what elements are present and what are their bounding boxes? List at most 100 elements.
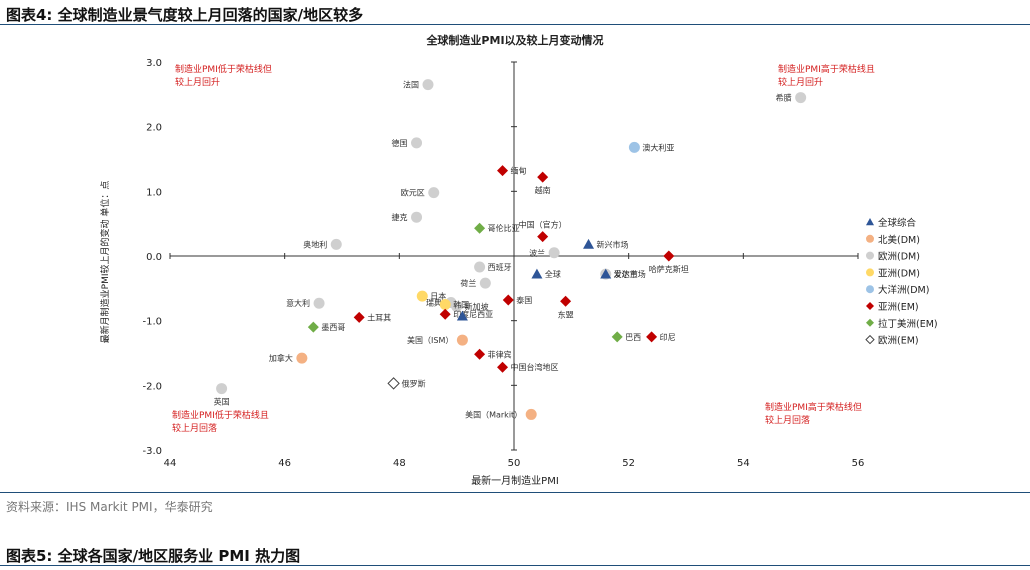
legend-label: 拉丁美洲(EM) [878,318,938,330]
y-tick-label: 3.0 [146,58,162,69]
point-label: 英国 [214,397,230,407]
point-label: 日本 [430,291,446,301]
point-label: 奥地利 [303,239,327,249]
y-tick-label: 1.0 [146,187,162,198]
point-label: 捷克 [392,212,408,222]
point-label: 德国 [392,138,408,148]
legend-marker [866,285,874,294]
data-point [216,383,228,395]
axis-layer: -3.0 -2.0 -1.0 0.0 1.0 2.0 3.0 44 46 48 50 52 54 56 [142,58,864,469]
title-rule [0,24,1030,25]
point-label: 澳大利亚 [642,142,674,152]
point-label: 巴西 [625,333,641,342]
point-label: 泰国 [516,295,532,305]
legend-label: 全球综合 [878,217,917,229]
legend-label: 欧洲(DM) [878,251,920,263]
data-point [497,165,509,177]
y-axis-title: 最新月制造业PMI较上月的变动 单位：点 [99,181,111,344]
data-point [646,331,658,343]
data-point [628,141,640,153]
data-point [422,79,434,91]
y-tick-label: -2.0 [142,381,162,392]
point-label: 新加坡 [465,301,489,311]
point-label: 越南 [535,185,551,195]
data-point [456,310,468,321]
figure-title: 图表4: 全球制造业景气度较上月回落的国家/地区较多 [6,6,364,24]
point-label: 中国台湾地区 [511,362,559,372]
data-point [548,247,560,259]
x-tick-label: 44 [164,458,177,469]
data-point [387,377,400,390]
legend-label: 大洋洲(DM) [878,284,929,296]
point-label: 希腊 [776,93,792,103]
data-point [497,361,509,373]
data-point [502,294,514,306]
point-label: 墨西哥 [321,323,345,332]
quadrant-label-top-left: 制造业PMI低于荣枯线但 [175,63,272,75]
data-point [330,238,342,250]
legend-marker [866,318,874,327]
next-figure-title: 图表5: 全球各国家/地区服务业 PMI 热力图 [6,547,301,565]
y-tick-label: -1.0 [142,317,162,328]
data-point [663,250,675,262]
quadrant-label-bottom-left: 较上月回落 [172,422,217,434]
bottom-rule [0,565,1030,566]
point-label: 中国（官方） [519,220,567,230]
point-label: 东盟 [558,309,574,319]
data-point [411,211,423,223]
data-point [416,290,428,302]
quadrant-label-bottom-right: 制造业PMI高于荣枯线但 [765,401,862,413]
quadrant-label-top-right: 制造业PMI高于荣枯线且 [778,63,875,75]
data-point [795,92,807,104]
point-label: 印度尼西亚 [453,309,493,319]
x-tick-label: 46 [278,458,291,469]
point-label: 美国（ISM） [407,335,453,345]
x-tick-label: 48 [393,458,406,469]
point-label: 新兴市场 [597,239,629,249]
data-point [428,187,440,199]
y-tick-label: 0.0 [146,252,162,263]
point-label: 加拿大 [269,353,293,363]
scatter-chart: 全球制造业PMI以及较上月变动情况 -3.0 -2.0 -1.0 0.0 1.0 2.0 3… [99,33,938,487]
point-label: 波兰 [529,248,545,258]
data-point [600,268,612,279]
source-note: 资料来源：IHS Markit PMI，华泰研究 [6,500,213,514]
data-point [537,231,549,243]
source-rule [0,492,1030,493]
legend-marker [866,251,874,260]
chart-title: 全球制造业PMI以及较上月变动情况 [425,33,603,47]
legend-marker [866,268,874,277]
quadrant-labels: 制造业PMI低于荣枯线但较上月回升制造业PMI高于荣枯线且较上月回升制造业PMI… [172,63,875,434]
data-point [537,171,549,183]
data-point [439,299,451,310]
quadrant-label-bottom-right: 较上月回落 [765,414,810,426]
data-point [525,408,537,420]
quadrant-label-top-left: 较上月回升 [175,76,220,88]
y-tick-label: -3.0 [142,446,162,457]
point-label: 韩国 [453,300,469,310]
data-point [439,308,451,320]
data-point [313,297,325,309]
data-point [296,352,308,364]
point-label: 菲律宾 [488,349,512,359]
point-label: 西班牙 [488,262,512,272]
point-label: 俄罗斯 [402,378,426,388]
point-label: 土耳其 [367,312,391,322]
legend-label: 北美(DM) [878,234,920,246]
point-label: 美国（Markit） [465,409,522,419]
legend-marker [865,334,875,345]
data-point [611,331,623,343]
quadrant-label-top-right: 较上月回升 [778,76,823,88]
legend-marker [866,218,874,226]
legend-marker [866,302,874,310]
y-tick-label: 2.0 [146,123,162,134]
data-point [531,268,543,279]
point-label: 欧元区 [401,188,425,198]
point-label: 全球 [545,269,561,279]
data-point [456,334,468,346]
legend-label: 亚洲(DM) [878,268,920,279]
data-point [560,295,572,307]
point-label: 印尼 [660,333,676,342]
point-label: 爱尔兰 [614,269,638,279]
